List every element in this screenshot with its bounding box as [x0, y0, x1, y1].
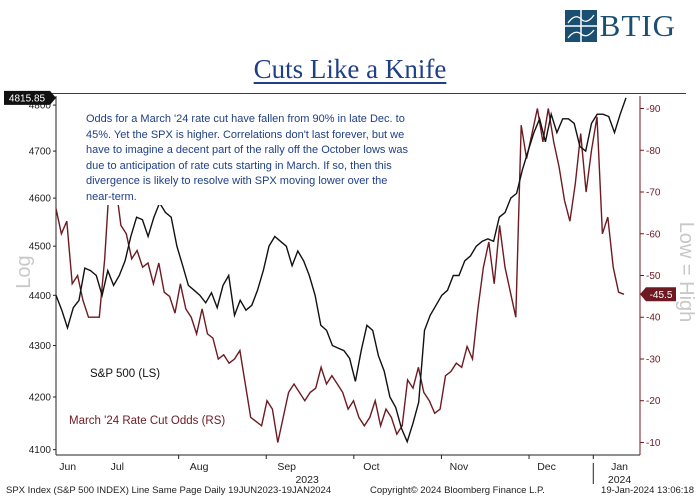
legend-sp500: S&P 500 (LS) — [90, 368, 160, 380]
y-right-tick-label: -70 — [646, 188, 661, 199]
y-left-tick-label: 4700 — [29, 147, 52, 158]
legend-rate-cut-odds: March '24 Rate Cut Odds (RS) — [69, 415, 225, 427]
chart: 4800 4700 4600 4500 4400 4300 4200 4100 -90 -80 -… — [4, 90, 697, 484]
y-left-tick-label: 4300 — [29, 341, 52, 352]
rate-cut-odds-last-value-badge — [640, 287, 676, 302]
y-left-tick-label: 4100 — [29, 445, 52, 456]
y-left-tick-label: 4800 — [29, 101, 52, 112]
x-month-label: Sep — [277, 461, 296, 473]
footer-copyright: Copyright© 2024 Bloomberg Finance L.P. — [370, 485, 545, 496]
x-month-label: Jul — [111, 461, 124, 473]
y-right-tick-label: -30 — [646, 354, 661, 365]
y-left-tick-label: 4600 — [29, 194, 52, 205]
x-month-label: Jun — [59, 461, 76, 473]
x-month-label: Aug — [190, 461, 209, 473]
y-right-tick-label: -40 — [646, 313, 661, 324]
y-left-tick-label: 4400 — [29, 291, 52, 302]
y-left-tick-label: 4200 — [29, 392, 52, 403]
btig-logo-text: BTIG — [599, 8, 676, 43]
y-right-tick-label: -10 — [646, 438, 661, 449]
x-year-label: 2023 — [295, 474, 319, 484]
x-month-label: Jan — [611, 461, 628, 473]
btig-logo: BTIG — [564, 8, 676, 44]
btig-logo-mark-icon — [564, 10, 597, 42]
x-month-label: Dec — [537, 461, 556, 473]
title-divider — [14, 93, 686, 94]
footer-source: SPX Index (S&P 500 INDEX) Line Same Page… — [6, 485, 332, 496]
y-left-tick-label: 4500 — [29, 242, 52, 253]
chart-title: Cuts Like a Knife — [253, 54, 447, 84]
rate-cut-odds-last-value-text: -45.5 — [650, 290, 673, 301]
annotation-box: Odds for a March '24 rate cut have falle… — [86, 112, 412, 205]
series-sp500-line — [55, 97, 627, 444]
annotation-text: Odds for a March '24 rate cut have falle… — [86, 112, 412, 205]
x-year-label: 2024 — [608, 474, 632, 484]
y-right-tick-label: -80 — [646, 146, 661, 157]
sp500-last-value-pointer — [50, 90, 56, 105]
x-month-label: Nov — [450, 461, 469, 473]
y-right-label: Low = High — [675, 222, 697, 323]
y-right-tick-label: -50 — [646, 271, 661, 282]
sp500-last-value-badge — [4, 90, 50, 105]
y-left-label: Log — [13, 255, 35, 288]
y-right-tick-label: -90 — [646, 104, 661, 115]
x-month-label: Oct — [363, 461, 379, 473]
footer: SPX Index (S&P 500 INDEX) Line Same Page… — [6, 485, 694, 499]
sp500-last-value-text: 4815.85 — [9, 93, 46, 104]
y-right-tick-label: -60 — [646, 229, 661, 240]
footer-timestamp: 19-Jan-2024 13:06:18 — [601, 485, 694, 496]
y-right-tick-label: -20 — [646, 396, 661, 407]
